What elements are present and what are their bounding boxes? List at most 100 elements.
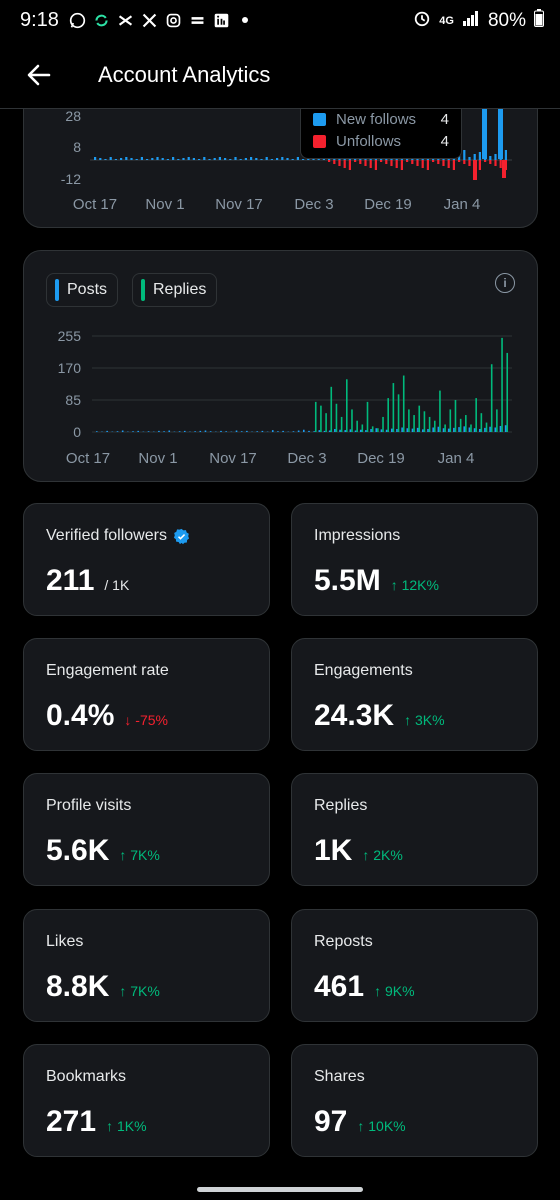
follows-bar — [296, 157, 299, 160]
unfollows-bar — [406, 160, 409, 162]
replies-label: Replies — [314, 797, 367, 815]
replies-bar — [449, 409, 452, 432]
unfollows-bar — [478, 160, 481, 170]
follows-bar — [198, 159, 201, 160]
posts-bar — [204, 430, 207, 432]
unfollows-bar — [364, 160, 367, 166]
info-icon[interactable]: i — [495, 273, 515, 293]
tile-value: 5.6K — [46, 834, 110, 867]
posts-bar — [468, 427, 471, 432]
posts-bar — [406, 428, 409, 432]
tile-label-text: Likes — [46, 933, 84, 950]
reposts-tile[interactable]: Reposts 461 ↑ 9K% — [291, 909, 538, 1022]
follows-bar — [213, 158, 216, 160]
signal-icon — [462, 10, 480, 32]
posts-bar — [447, 428, 450, 432]
posts-bar — [396, 428, 398, 432]
posts-bar — [401, 427, 403, 432]
posts-bar — [137, 430, 139, 432]
follows-bar — [156, 157, 159, 160]
unfollows-bar — [333, 160, 336, 164]
posts-bar — [339, 429, 341, 432]
profile-visits-tile[interactable]: Profile visits 5.6K ↑ 7K% — [23, 773, 270, 886]
posts-bar — [121, 430, 124, 432]
posts-swatch — [55, 279, 59, 301]
tile-delta: ↓ -75% — [124, 712, 168, 728]
posts-bar — [240, 431, 243, 432]
posts-bar — [246, 430, 248, 432]
posts-bar — [199, 430, 202, 432]
impressions-value-row: 5.5M ↑ 12K% — [314, 564, 439, 598]
replies-swatch — [141, 279, 145, 301]
tile-delta: ↑ 7K% — [119, 847, 160, 863]
posts-bar — [390, 428, 393, 432]
posts-bar — [354, 430, 357, 432]
engagements-value-row: 24.3K ↑ 3K% — [314, 699, 445, 733]
posts-bar — [116, 431, 119, 432]
unfollows-bar — [328, 160, 331, 162]
gesture-nav-bar[interactable] — [197, 1187, 363, 1192]
unfollows-bar — [473, 160, 477, 180]
unfollows-bar — [411, 160, 414, 164]
status-bar: 9:18 4G 80% — [0, 0, 560, 44]
tile-delta: ↑ 3K% — [404, 712, 445, 728]
page-title: Account Analytics — [98, 62, 271, 87]
unfollows-bar — [359, 160, 362, 164]
verified-followers-value-row: 211 / 1K — [46, 564, 129, 598]
follows-bar — [114, 159, 117, 160]
posts-bar — [209, 431, 212, 432]
dot-icon — [236, 11, 254, 29]
replies-bar — [459, 418, 462, 432]
posts-bar — [235, 430, 238, 432]
whatsapp-icon — [68, 11, 86, 29]
follows-bar — [265, 157, 268, 160]
follows-bar — [463, 150, 466, 160]
y-tick-label: 255 — [58, 328, 82, 344]
replies-bar — [325, 413, 327, 432]
posts-bar — [375, 428, 378, 432]
bookmarks-tile[interactable]: Bookmarks 271 ↑ 1K% — [23, 1044, 270, 1157]
replies-bar — [382, 416, 384, 432]
unfollows-label: Unfollows — [336, 133, 402, 150]
cloud-icon — [188, 11, 206, 29]
follows-bar — [338, 158, 341, 160]
engagements-tile[interactable]: Engagements 24.3K ↑ 3K% — [291, 638, 538, 751]
posts-bar — [489, 426, 491, 432]
posts-bar — [349, 429, 352, 432]
unfollows-bar — [348, 160, 351, 170]
verified-followers-tile[interactable]: Verified followers 211 / 1K — [23, 503, 270, 616]
shares-tile[interactable]: Shares 97 ↑ 10K% — [291, 1044, 538, 1157]
unfollows-bar — [437, 160, 440, 164]
back-arrow-icon[interactable] — [24, 60, 54, 90]
posts-bar — [365, 430, 367, 432]
verified-badge-icon — [173, 528, 190, 545]
posts-bar — [416, 427, 419, 432]
follows-bar — [317, 158, 320, 160]
follows-bar — [307, 158, 310, 160]
tile-label-text: Impressions — [314, 527, 401, 544]
follows-bar — [182, 158, 185, 160]
follows-bar — [354, 159, 357, 160]
likes-label: Likes — [46, 933, 83, 951]
posts-bar — [442, 428, 445, 432]
unfollows-bar — [494, 160, 497, 166]
posts-filter-chip[interactable]: Posts — [46, 273, 119, 307]
follows-bar — [177, 159, 180, 160]
replies-tile[interactable]: Replies 1K ↑ 2K% — [291, 773, 538, 886]
follows-bar — [364, 159, 367, 160]
replies-bar — [340, 416, 343, 432]
replies-bar — [330, 386, 333, 432]
replies-bar — [439, 390, 441, 432]
follows-bar — [104, 159, 107, 160]
replies-filter-chip[interactable]: Replies — [132, 273, 218, 307]
tile-label-text: Shares — [314, 1068, 365, 1085]
impressions-tile[interactable]: Impressions 5.5M ↑ 12K% — [291, 503, 538, 616]
posts-bar — [437, 426, 440, 432]
posts-bar — [478, 428, 481, 432]
replies-bar — [485, 422, 488, 432]
posts-bar — [432, 427, 434, 432]
tile-value: 461 — [314, 970, 365, 1003]
replies-bar — [320, 405, 322, 432]
engagement-rate-tile[interactable]: Engagement rate 0.4% ↓ -75% — [23, 638, 270, 751]
likes-tile[interactable]: Likes 8.8K ↑ 7K% — [23, 909, 270, 1022]
